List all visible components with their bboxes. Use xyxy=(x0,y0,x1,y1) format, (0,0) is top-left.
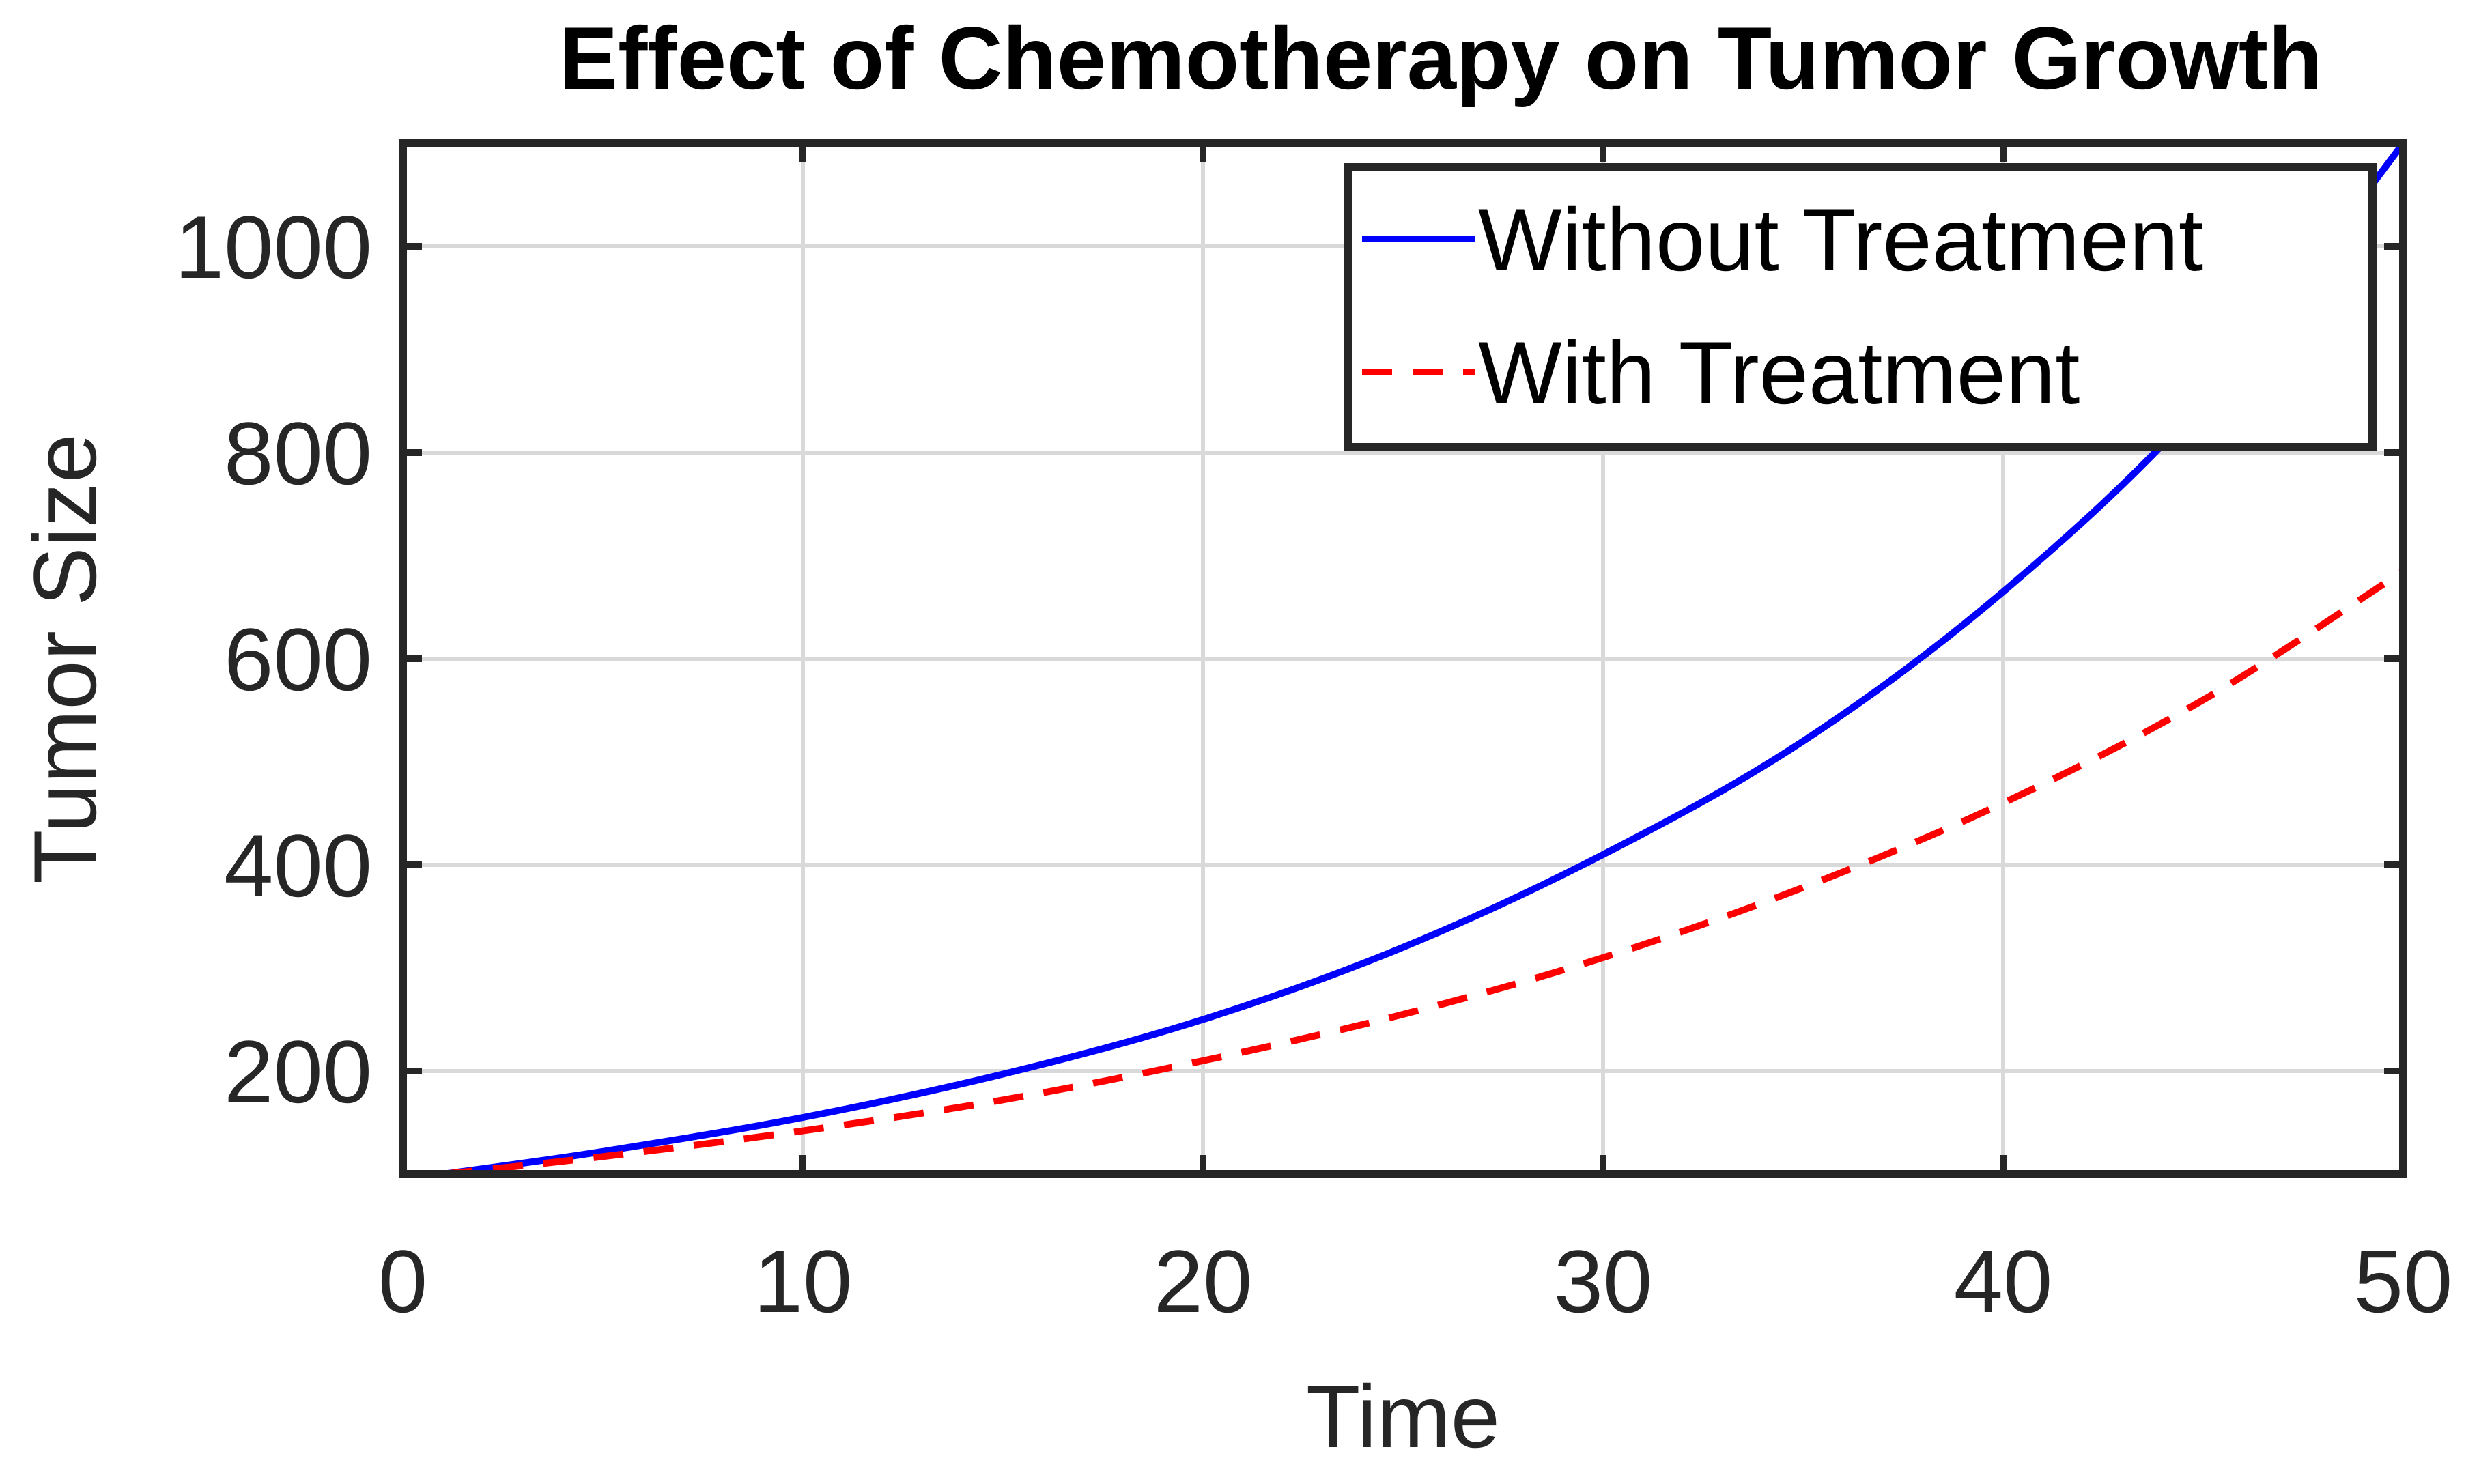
x-tick-label: 30 xyxy=(1554,1231,1653,1331)
legend-label-without-treatment: Without Treatment xyxy=(1478,190,2203,289)
x-tick-label: 10 xyxy=(754,1231,853,1331)
x-tick-label: 0 xyxy=(378,1231,427,1331)
y-tick-label: 1000 xyxy=(175,197,372,297)
series-lines xyxy=(442,143,2403,1174)
y-tick-labels: 200 400 600 800 1000 xyxy=(175,197,372,1122)
legend-label-with-treatment: With Treatment xyxy=(1478,323,2080,423)
chart-title: Effect of Chemotherapy on Tumor Growth xyxy=(558,8,2322,108)
x-tick-label: 40 xyxy=(1954,1231,2053,1331)
x-tick-label: 20 xyxy=(1154,1231,1253,1331)
x-tick-label: 50 xyxy=(2354,1231,2453,1331)
y-tick-label: 800 xyxy=(224,403,372,503)
tick-marks xyxy=(399,143,2407,1174)
legend-box xyxy=(1344,163,2377,451)
y-tick-label: 400 xyxy=(224,816,372,915)
legend: Without Treatment With Treatment xyxy=(1344,163,2377,451)
x-axis-label: Time xyxy=(1306,1367,1500,1466)
series-line-without-treatment xyxy=(442,143,2403,1174)
y-axis-label: Tumor Size xyxy=(15,433,115,884)
series-line-with-treatment xyxy=(442,568,2403,1174)
y-tick-label: 200 xyxy=(224,1022,372,1122)
x-tick-labels: 0 10 20 30 40 50 xyxy=(378,1231,2452,1331)
y-tick-label: 600 xyxy=(224,610,372,709)
